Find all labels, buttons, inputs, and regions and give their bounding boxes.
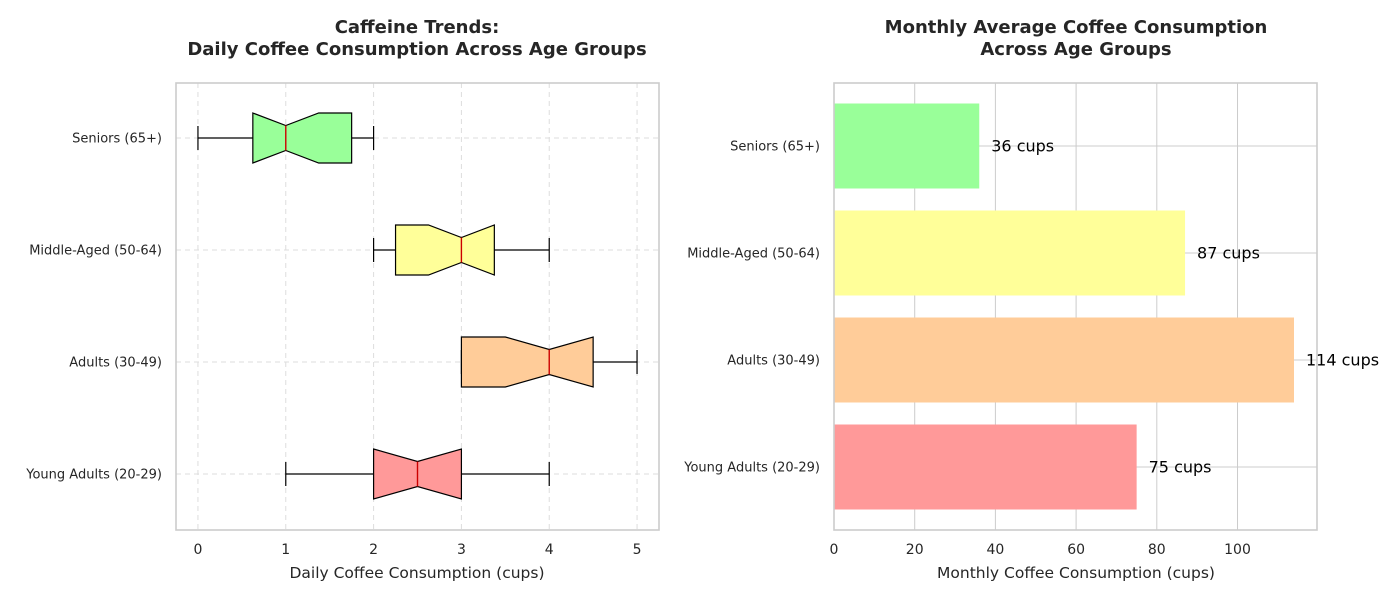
bar-x-tick-60: 60 (1067, 542, 1085, 558)
bar-chart-data-labels: 75 cups 114 cups 87 cups 36 cups (991, 137, 1379, 477)
bar-x-tick-40: 40 (986, 542, 1004, 558)
box-plot-title-line-2: Daily Coffee Consumption Across Age Grou… (187, 39, 646, 60)
bar-chart-y-ticks: Young Adults (20-29) Adults (30-49) Middle… (683, 140, 820, 476)
box-body-adults-30-49 (460, 336, 594, 388)
bar-adults-30-49 (834, 317, 1294, 403)
bar-chart-frame (833, 82, 1318, 531)
box-plot-title-line-1: Caffeine Trends: (335, 17, 500, 38)
box-plot-marks (197, 112, 638, 500)
bar-value-label-young-adults-20-29: 75 cups (1149, 458, 1212, 477)
bar-young-adults-20-29 (834, 424, 1137, 510)
bar-x-tick-100: 100 (1224, 542, 1251, 558)
bar-middle-aged-50-64 (834, 210, 1186, 296)
bar-y-tick-young-adults-20-29: Young Adults (20-29) (683, 461, 820, 476)
box-adults-30-49 (460, 336, 638, 388)
bar-chart-x-axis-label: Monthly Coffee Consumption (cups) (937, 564, 1215, 582)
bar-value-label-adults-30-49: 114 cups (1306, 351, 1379, 370)
bar-chart-panel: 0 20 40 60 80 100 Young Adults (20-29) Adults … (683, 17, 1379, 582)
box-plot-x-ticks: 0 1 2 3 4 5 (193, 542, 641, 558)
box-young-adults-20-29 (285, 448, 550, 500)
box-x-tick-0: 0 (193, 542, 202, 558)
bar-chart-title-line-2: Across Age Groups (980, 39, 1171, 60)
box-middle-aged-50-64 (372, 224, 550, 276)
bar-chart-marks (834, 103, 1294, 510)
box-y-tick-seniors-65: Seniors (65+) (72, 132, 162, 147)
bar-x-tick-80: 80 (1148, 542, 1166, 558)
bar-value-label-seniors-65: 36 cups (991, 137, 1054, 156)
box-x-tick-2: 2 (369, 542, 378, 558)
box-plot-y-ticks: Young Adults (20-29) Adults (30-49) Middle… (25, 132, 162, 483)
box-plot-x-axis-label: Daily Coffee Consumption (cups) (289, 564, 544, 582)
box-body-middle-aged-50-64 (394, 224, 495, 276)
box-plot-frame (175, 82, 660, 531)
bar-x-tick-20: 20 (906, 542, 924, 558)
box-seniors-65 (197, 112, 375, 164)
box-x-tick-1: 1 (281, 542, 290, 558)
box-plot-panel: 0 1 2 3 4 5 Young Adults (20-29) Adults (30-49… (25, 17, 660, 582)
bar-y-tick-adults-30-49: Adults (30-49) (727, 354, 820, 369)
bar-x-tick-0: 0 (830, 542, 839, 558)
box-x-tick-5: 5 (633, 542, 642, 558)
box-body-seniors-65 (252, 112, 353, 164)
bar-chart-title-line-1: Monthly Average Coffee Consumption (885, 17, 1268, 38)
bar-value-label-middle-aged-50-64: 87 cups (1197, 244, 1260, 263)
bar-y-tick-middle-aged-50-64: Middle-Aged (50-64) (687, 247, 820, 262)
bar-chart-x-ticks: 0 20 40 60 80 100 (830, 542, 1251, 558)
box-y-tick-young-adults-20-29: Young Adults (20-29) (25, 468, 162, 483)
box-y-tick-middle-aged-50-64: Middle-Aged (50-64) (29, 244, 162, 259)
box-x-tick-4: 4 (545, 542, 554, 558)
bar-y-tick-seniors-65: Seniors (65+) (730, 140, 820, 155)
box-x-tick-3: 3 (457, 542, 466, 558)
bar-seniors-65 (834, 103, 980, 189)
box-y-tick-adults-30-49: Adults (30-49) (69, 356, 162, 371)
